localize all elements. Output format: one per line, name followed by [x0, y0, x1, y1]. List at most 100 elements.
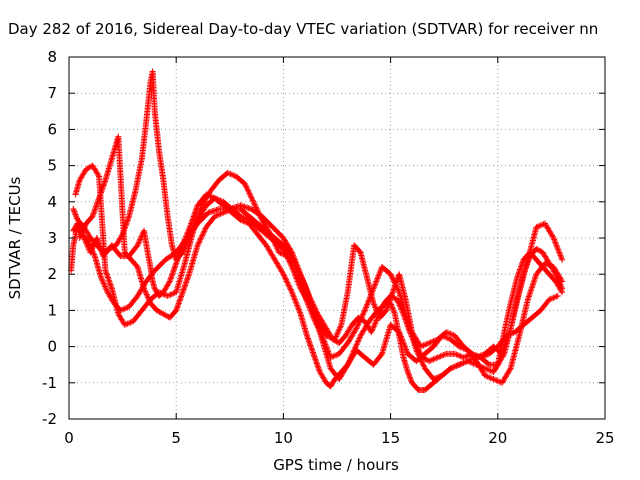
y-tick-label: 1: [47, 301, 57, 319]
data-point: [78, 230, 85, 237]
data-point: [324, 345, 331, 352]
data-point: [447, 330, 454, 337]
data-point: [251, 200, 258, 207]
data-point: [423, 356, 430, 363]
data-point: [167, 291, 174, 298]
data-point: [280, 245, 287, 252]
data-point: [195, 240, 202, 247]
data-point: [359, 312, 366, 319]
data-point: [126, 320, 133, 327]
data-point: [243, 184, 250, 191]
series-3: [72, 162, 566, 386]
data-point: [292, 297, 299, 304]
data-point: [370, 300, 377, 307]
y-tick-label: 6: [47, 120, 57, 138]
data-point: [373, 278, 380, 285]
data-point: [353, 341, 360, 348]
y-tick-label: 0: [47, 338, 57, 356]
data-point: [529, 283, 536, 290]
data-point: [456, 361, 463, 368]
data-point: [371, 282, 378, 289]
data-point: [144, 294, 151, 301]
data-point: [357, 315, 364, 322]
data-point: [450, 364, 457, 371]
data-point: [430, 356, 437, 363]
data-point: [289, 290, 296, 297]
data-point: [376, 271, 383, 278]
data-point: [499, 350, 506, 357]
data-point: [527, 287, 534, 294]
data-point: [254, 207, 261, 214]
data-point: [557, 282, 564, 289]
data-point: [101, 282, 108, 289]
data-point: [199, 232, 206, 239]
data-point: [459, 360, 466, 367]
data-point: [457, 353, 464, 360]
data-point: [144, 292, 151, 299]
data-point: [287, 286, 294, 293]
data-point: [292, 272, 299, 279]
data-point: [98, 276, 105, 283]
data-point: [325, 348, 332, 355]
data-point: [157, 289, 164, 296]
data-point: [454, 362, 461, 369]
data-point: [550, 294, 557, 301]
data-point: [368, 329, 375, 336]
data-point: [79, 229, 86, 236]
data-point: [196, 238, 203, 245]
data-point: [325, 350, 332, 357]
data-point: [291, 271, 298, 278]
data-point: [529, 281, 536, 288]
x-tick-label: 5: [171, 429, 181, 447]
data-point: [451, 363, 458, 370]
data-point: [355, 337, 362, 344]
data-point: [221, 209, 228, 216]
data-point: [238, 213, 245, 220]
data-point: [417, 343, 424, 350]
data-point: [161, 311, 168, 318]
data-point: [244, 186, 251, 193]
data-point: [292, 274, 299, 281]
data-point: [403, 346, 410, 353]
data-point: [377, 268, 384, 275]
data-point: [285, 282, 292, 289]
data-point: [491, 376, 498, 383]
data-point: [489, 375, 496, 382]
data-point: [283, 276, 290, 283]
data-point: [181, 245, 188, 252]
data-point: [526, 292, 533, 299]
data-point: [553, 293, 560, 300]
data-point: [358, 314, 365, 321]
data-point: [554, 245, 561, 252]
data-point: [535, 247, 542, 254]
data-point: [419, 361, 426, 368]
data-point: [373, 317, 380, 324]
data-point: [293, 300, 300, 307]
data-point: [390, 306, 397, 313]
data-point: [248, 194, 255, 201]
data-point: [72, 212, 79, 219]
data-point: [134, 242, 141, 249]
data-point: [309, 307, 316, 314]
data-point: [184, 239, 191, 246]
data-point: [101, 248, 108, 255]
data-point: [296, 308, 303, 315]
data-point: [558, 277, 565, 284]
data-point: [373, 305, 380, 312]
data-point: [293, 275, 300, 282]
data-point: [160, 291, 167, 298]
data-point: [406, 374, 413, 381]
data-point: [509, 330, 516, 337]
data-point: [313, 315, 320, 322]
data-point: [460, 359, 467, 366]
data-point: [290, 266, 297, 273]
data-point: [335, 327, 342, 334]
data-point: [487, 374, 494, 381]
data-point: [182, 243, 189, 250]
data-point: [526, 290, 533, 297]
data-point: [197, 236, 204, 243]
data-point: [507, 330, 514, 337]
data-point: [395, 299, 402, 306]
data-point: [467, 356, 474, 363]
data-point: [369, 326, 376, 333]
